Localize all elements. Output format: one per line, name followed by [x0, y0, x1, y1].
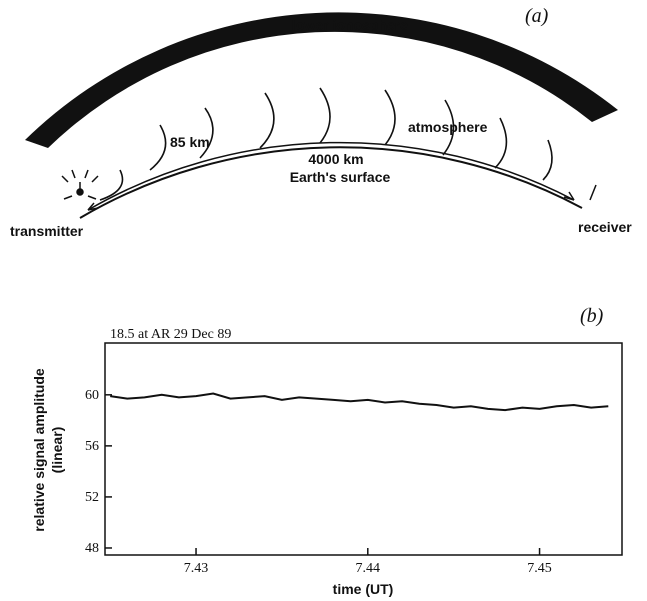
path-arrow: [87, 141, 575, 211]
distance-label: 4000 km: [308, 151, 363, 167]
y-axis-label: relative signal amplitude: [31, 368, 47, 532]
x-tick-label: 7.43: [184, 561, 209, 576]
y-axis-label: (linear): [49, 427, 65, 474]
transmitter-icon: [61, 169, 99, 200]
wave-fronts: [99, 87, 553, 201]
ionosphere-band: [25, 12, 618, 148]
surface-label: Earth's surface: [290, 169, 391, 185]
ionosphere-label: lower ionosphere: [292, 17, 408, 33]
panel-label: (b): [580, 305, 604, 327]
receiver-icon: [589, 184, 597, 201]
annotation: 18.5 at AR 29 Dec 89: [110, 327, 231, 342]
y-tick-label: 48: [85, 541, 99, 556]
x-axis-label: time (UT): [333, 581, 394, 597]
x-tick-label: 7.45: [527, 561, 552, 576]
transmitter-label: transmitter: [10, 223, 84, 239]
plot-frame: [104, 342, 623, 556]
height-label: 85 km: [170, 134, 210, 150]
earth-surface: [79, 146, 583, 219]
atmosphere-label: atmosphere: [408, 119, 488, 135]
y-tick-label: 56: [85, 439, 99, 454]
y-tick-label: 52: [85, 490, 99, 505]
receiver-label: receiver: [578, 219, 632, 235]
y-tick-label: 60: [85, 388, 99, 403]
x-tick-label: 7.44: [356, 561, 381, 576]
panel-label: (a): [525, 5, 549, 27]
arrow-heads: [87, 191, 575, 211]
signal-line: [110, 392, 609, 412]
